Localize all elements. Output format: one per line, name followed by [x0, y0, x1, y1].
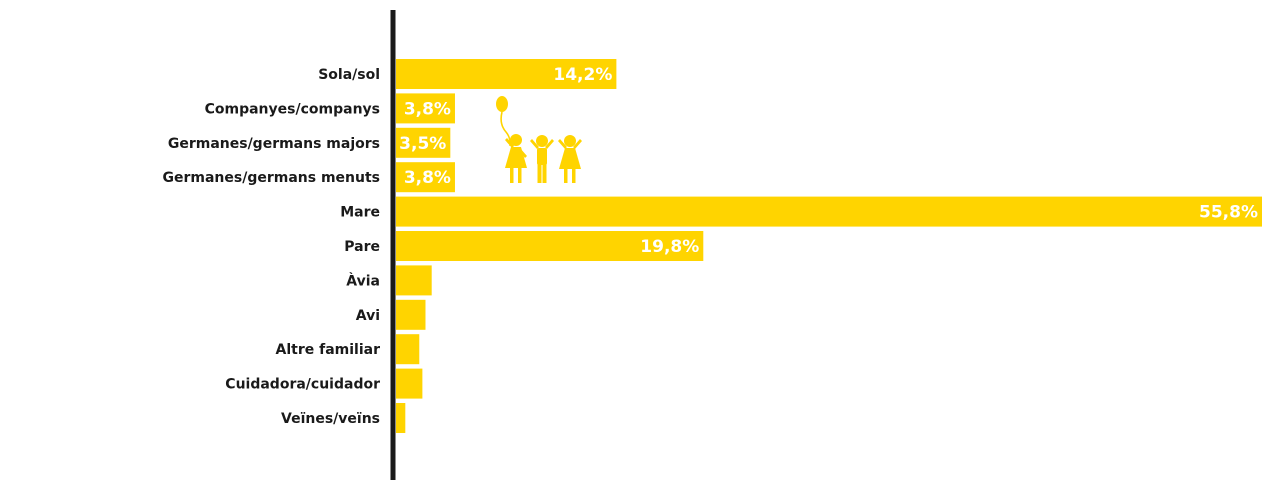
bar [396, 231, 704, 261]
boy-figure-icon [530, 135, 554, 183]
girl-figure-icon [505, 134, 527, 183]
data-label: 14,2% [553, 65, 612, 85]
children-with-balloon-icon [496, 96, 582, 183]
data-label: 3,8% [404, 99, 451, 119]
bar [396, 162, 455, 193]
balloon-icon [496, 96, 508, 112]
category-label: Àvia [346, 272, 380, 289]
category-label: Cuidadora/cuidador [225, 377, 380, 393]
data-label: 19,8% [640, 237, 699, 257]
category-label: Veïnes/veïns [281, 411, 380, 427]
category-label: Germanes/germans menuts [162, 170, 380, 186]
bar [396, 299, 426, 330]
bar [396, 265, 432, 296]
category-label: Germanes/germans majors [168, 136, 380, 152]
bar [396, 334, 420, 365]
value-labels-layer: 14,2% 3,8% 3,5% 3,8% 55,8% 19,8% [399, 65, 1258, 257]
category-label: Mare [340, 205, 380, 221]
bar [396, 93, 455, 124]
category-labels-layer: Sola/sol Companyes/companys Germanes/germa… [162, 67, 380, 427]
girl-figure-icon [558, 135, 582, 183]
bars-layer [396, 59, 1262, 433]
data-label: 55,8% [1199, 203, 1258, 223]
bar [396, 403, 406, 433]
bar [396, 59, 617, 89]
category-label: Avi [356, 308, 380, 324]
category-label: Companyes/companys [205, 101, 380, 117]
category-label: Pare [344, 239, 380, 255]
bar [396, 127, 451, 158]
category-label: Sola/sol [318, 67, 380, 83]
bar [396, 368, 423, 399]
bar [396, 196, 1262, 227]
data-label: 3,5% [399, 134, 446, 154]
data-label: 3,8% [404, 168, 451, 188]
category-label: Altre familiar [276, 342, 381, 358]
